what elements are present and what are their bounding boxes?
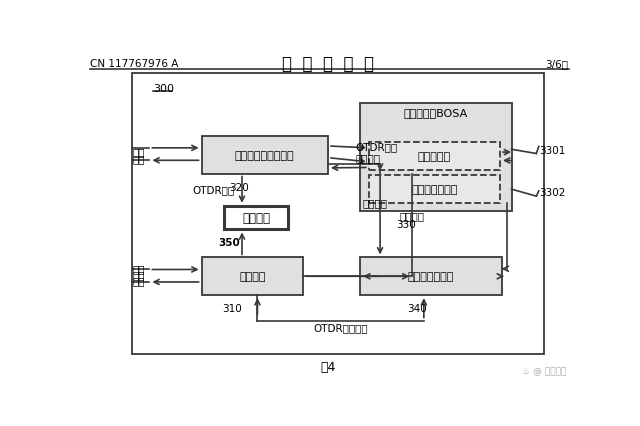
Text: 业务: 业务 — [132, 147, 145, 157]
Text: 330: 330 — [396, 220, 415, 230]
Text: 通信: 通信 — [132, 263, 145, 273]
Bar — [202, 258, 303, 296]
Text: 图4: 图4 — [320, 360, 336, 373]
Text: 3302: 3302 — [539, 188, 565, 198]
Bar — [132, 74, 544, 354]
Text: OTDR模式接收: OTDR模式接收 — [314, 322, 368, 332]
Text: 光发射单元: 光发射单元 — [418, 152, 451, 162]
Text: 信号: 信号 — [132, 275, 145, 285]
Text: 3301: 3301 — [539, 145, 565, 155]
Text: 业务信号: 业务信号 — [355, 153, 380, 163]
Bar — [369, 176, 500, 204]
Text: 320: 320 — [230, 182, 250, 192]
Bar — [224, 206, 288, 230]
Text: 激光器业务驱动电路: 激光器业务驱动电路 — [235, 150, 294, 160]
Text: 信号: 信号 — [132, 154, 145, 164]
Text: 340: 340 — [407, 304, 427, 314]
Text: 说  明  书  附  图: 说 明 书 附 图 — [282, 55, 374, 72]
Text: 控制单元: 控制单元 — [239, 272, 266, 282]
Text: 控制: 控制 — [132, 269, 145, 279]
Bar — [360, 258, 502, 296]
Text: OTDR模式: OTDR模式 — [192, 185, 234, 195]
Text: 310: 310 — [222, 304, 242, 314]
Text: 300: 300 — [154, 84, 175, 94]
Text: ♨ @ 热点科技: ♨ @ 热点科技 — [522, 366, 566, 375]
Text: 第二光接收单元: 第二光接收单元 — [408, 272, 454, 282]
Bar — [202, 136, 328, 174]
Text: 滤波电路: 滤波电路 — [242, 212, 270, 225]
Text: 业务模式: 业务模式 — [400, 211, 425, 221]
Text: 第一光接收单元: 第一光接收单元 — [412, 185, 458, 195]
Text: CN 117767976 A: CN 117767976 A — [90, 59, 179, 69]
Text: 350: 350 — [218, 237, 239, 248]
Text: 业务接收: 业务接收 — [363, 198, 388, 208]
Bar — [369, 143, 500, 171]
Text: OTDR信号: OTDR信号 — [355, 141, 397, 152]
Text: 双向光器件BOSA: 双向光器件BOSA — [404, 108, 468, 118]
Text: 3/6页: 3/6页 — [545, 59, 568, 69]
Bar — [360, 104, 511, 212]
